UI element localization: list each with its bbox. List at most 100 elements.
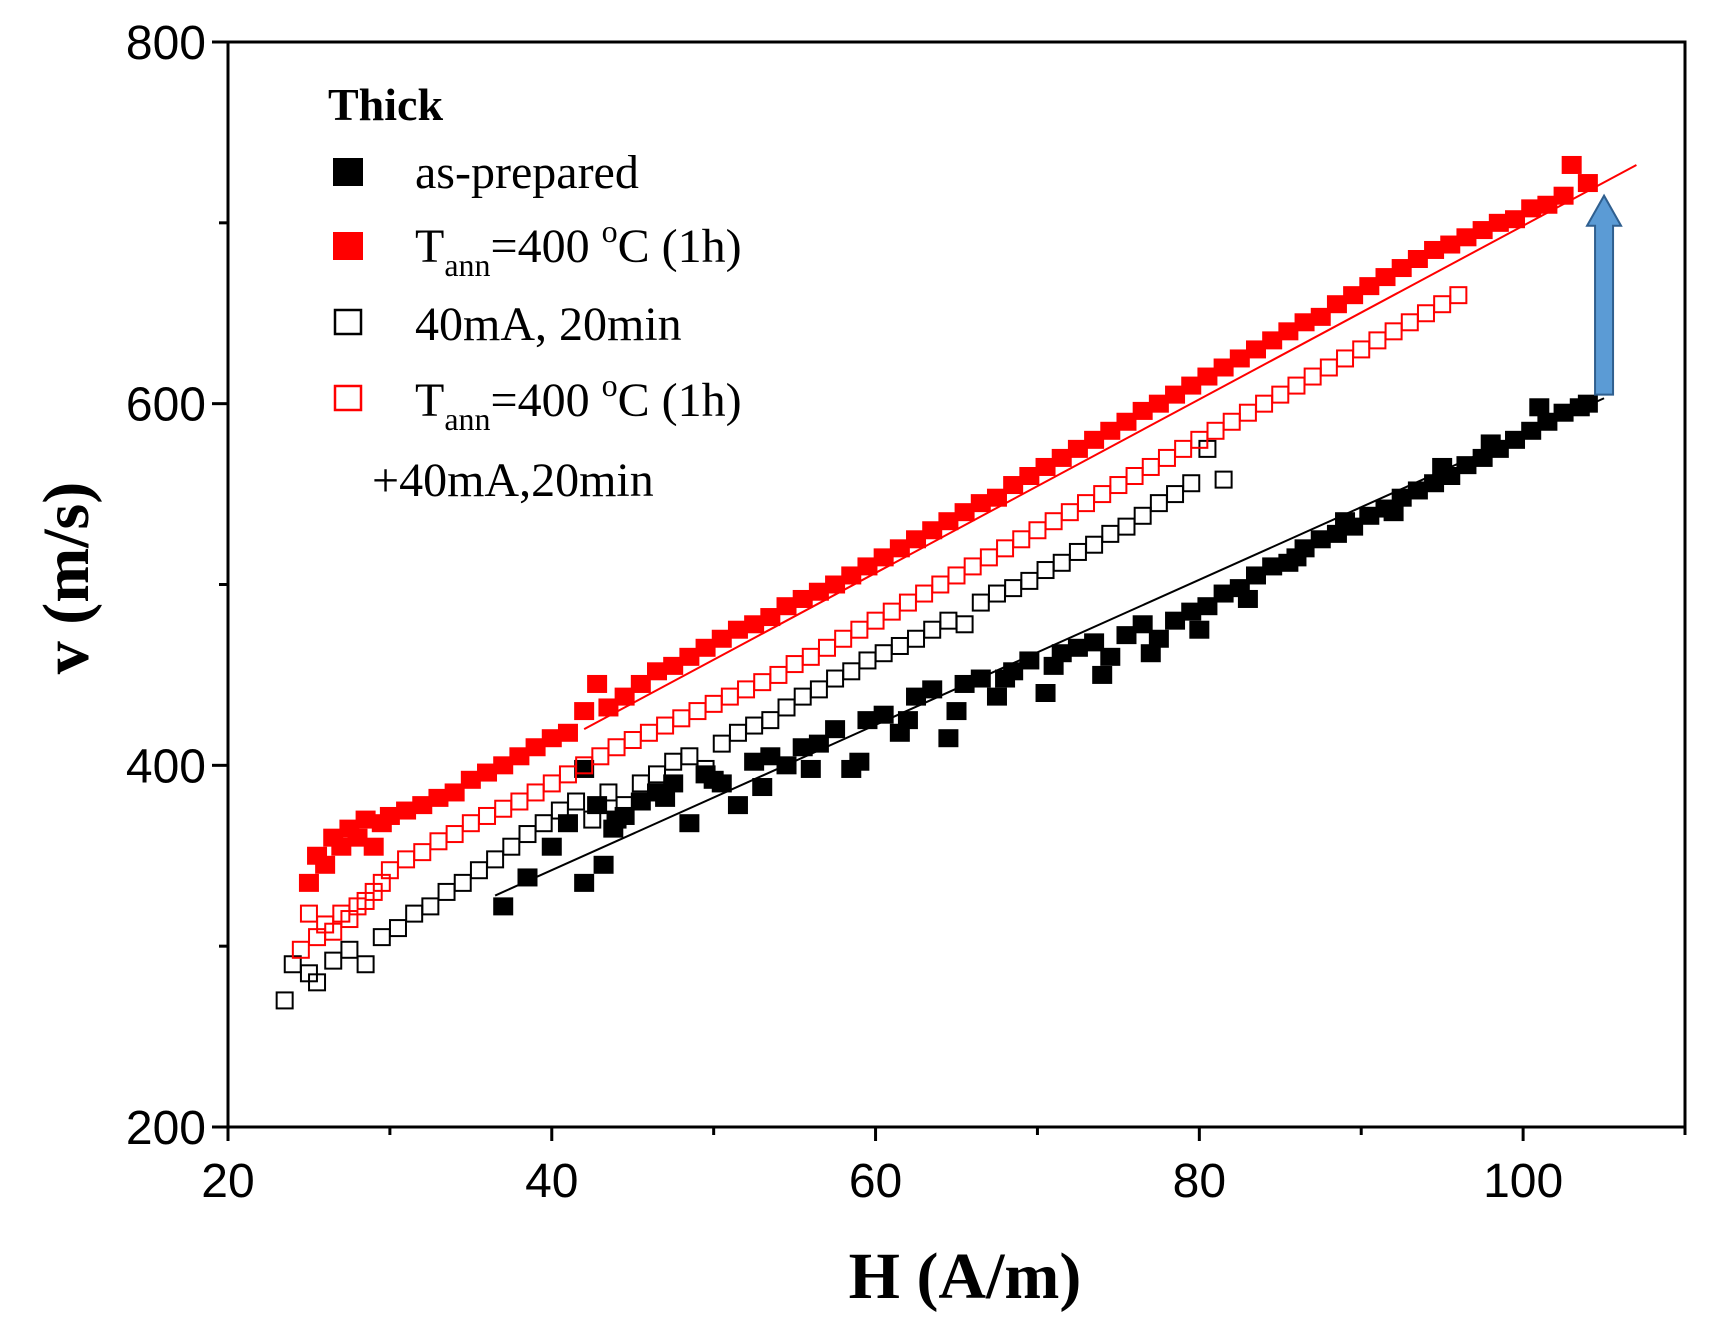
data-point: [534, 814, 553, 833]
data-point: [1359, 277, 1380, 296]
data-point: [1132, 615, 1153, 634]
data-point: [631, 774, 650, 793]
x-tick-label: 100: [1483, 1155, 1563, 1208]
data-point: [347, 828, 368, 847]
data-point: [898, 593, 917, 612]
data-point: [356, 955, 375, 974]
data-point: [1271, 385, 1290, 404]
data-point: [1391, 488, 1412, 507]
data-point: [460, 770, 481, 789]
fit-lines: [494, 164, 1637, 897]
data-point: [752, 778, 773, 797]
data-point: [1035, 684, 1056, 702]
data-point: [340, 940, 359, 959]
data-point: [907, 629, 926, 648]
data-point: [672, 709, 691, 728]
data-point: [858, 651, 877, 670]
data-point: [1028, 521, 1047, 540]
data-point: [1400, 313, 1419, 332]
data-point: [574, 702, 595, 721]
data-point: [857, 711, 878, 730]
data-point: [1561, 155, 1582, 174]
data-point: [1336, 349, 1355, 368]
data-point: [1577, 174, 1598, 193]
data-point: [494, 799, 513, 818]
data-point: [1012, 530, 1031, 549]
data-point: [947, 566, 966, 585]
data-point: [1206, 421, 1225, 440]
data-point: [1237, 589, 1258, 608]
data-point: [995, 669, 1016, 688]
data-point: [842, 662, 861, 681]
data-point: [679, 647, 700, 666]
data-point: [550, 801, 569, 820]
legend-marker-as-prepared: [333, 158, 363, 186]
data-point: [857, 557, 878, 576]
data-point: [1238, 403, 1257, 422]
data-point: [1140, 644, 1161, 663]
data-point: [1067, 638, 1088, 657]
data-point: [630, 674, 651, 693]
data-point: [688, 702, 707, 721]
legend-marker-annealed: [333, 232, 363, 260]
data-point: [574, 873, 595, 892]
legend-ann-mid: =400: [491, 220, 602, 273]
data-point: [1004, 579, 1023, 598]
legend-title: Thick: [328, 79, 443, 130]
data-point: [493, 897, 514, 916]
data-point: [380, 861, 399, 880]
data-point: [1117, 517, 1136, 536]
data-point: [1472, 448, 1493, 467]
data-point: [1456, 456, 1477, 475]
data-point: [1044, 512, 1063, 531]
data-point: [906, 530, 927, 549]
data-point: [405, 904, 424, 923]
legend-marker-current: [333, 308, 363, 336]
data-point: [363, 837, 384, 856]
data-point: [647, 662, 668, 681]
data-point: [800, 759, 821, 778]
data-point: [1577, 394, 1598, 413]
data-point: [1197, 367, 1218, 386]
data-point: [680, 747, 699, 766]
data-point: [1222, 412, 1241, 431]
up-arrow-annotation: [1585, 193, 1623, 396]
data-point: [866, 611, 885, 630]
data-point: [1019, 467, 1040, 485]
data-point: [437, 882, 456, 901]
data-point: [1553, 186, 1574, 205]
data-point: [518, 825, 537, 844]
data-point: [1440, 235, 1461, 254]
data-point: [931, 575, 950, 594]
data-point: [599, 783, 618, 802]
data-point: [542, 774, 561, 793]
data-point: [1157, 448, 1176, 467]
data-point: [922, 680, 943, 699]
series-3: [291, 286, 1468, 959]
data-point: [1052, 553, 1071, 572]
data-point: [1359, 506, 1380, 525]
series-0: [493, 394, 1598, 916]
y-tick-label: 200: [126, 1102, 206, 1155]
data-point: [1197, 597, 1218, 616]
data-point: [525, 738, 546, 757]
data-point: [1093, 485, 1112, 504]
legend-label-annealed-current: Tann=400 oC (1h): [415, 367, 742, 437]
data-point: [834, 629, 853, 648]
data-point: [808, 582, 829, 601]
data-point: [444, 783, 465, 802]
data-point: [1182, 474, 1201, 493]
x-tick-label: 80: [1173, 1155, 1226, 1208]
data-point: [809, 680, 828, 699]
data-point: [720, 687, 739, 706]
y-axis-title: v (m/s): [30, 482, 103, 674]
data-point: [963, 557, 982, 576]
data-point: [587, 674, 608, 693]
data-point: [785, 655, 804, 674]
legend-label-as-prepared: as-prepared: [415, 146, 639, 199]
data-point: [308, 973, 327, 992]
data-point: [1084, 430, 1105, 449]
data-point: [897, 711, 918, 730]
data-point: [1116, 412, 1137, 431]
